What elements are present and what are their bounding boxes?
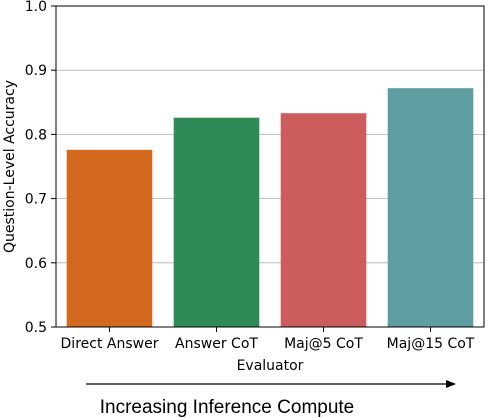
- x-tick-label: Maj@15 CoT: [387, 336, 475, 352]
- y-tick-label: 0.5: [25, 320, 47, 336]
- y-tick-label: 0.8: [25, 127, 47, 143]
- x-tick-label: Answer CoT: [175, 336, 258, 352]
- y-tick-label: 0.7: [25, 192, 47, 208]
- x-axis-label: Evaluator: [237, 358, 304, 374]
- y-tick-label: 0.9: [25, 63, 47, 79]
- bar-direct-answer: [66, 149, 153, 327]
- y-tick-label: 1.0: [25, 0, 47, 15]
- x-tick-label: Direct Answer: [61, 336, 159, 352]
- plot-frame: [55, 5, 485, 328]
- bar-answer-cot: [173, 117, 260, 327]
- bar-maj-15-cot: [387, 88, 474, 328]
- bar-maj-5-cot: [280, 113, 367, 328]
- y-axis-label: Question-Level Accuracy: [2, 80, 18, 253]
- y-axis-ticks: 0.5 0.6 0.7 0.8 0.9 1.0: [25, 0, 56, 336]
- x-tick-label: Maj@5 CoT: [284, 336, 363, 352]
- x-axis-ticks: Direct Answer Answer CoT Maj@5 CoT Maj@15 C…: [61, 327, 475, 352]
- compute-caption: Increasing Inference Compute: [100, 397, 355, 418]
- bars: [66, 88, 474, 328]
- y-tick-label: 0.6: [25, 256, 47, 272]
